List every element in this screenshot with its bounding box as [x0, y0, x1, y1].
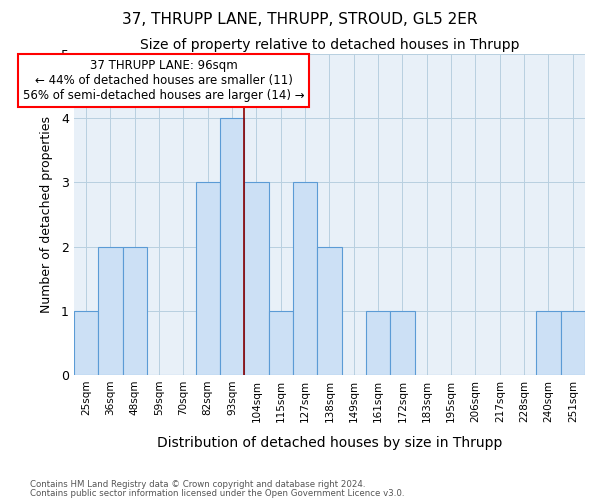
Text: 37 THRUPP LANE: 96sqm
← 44% of detached houses are smaller (11)
56% of semi-deta: 37 THRUPP LANE: 96sqm ← 44% of detached …	[23, 59, 305, 102]
Bar	[196, 182, 220, 375]
Bar	[74, 311, 98, 375]
Bar	[293, 182, 317, 375]
Bar	[244, 182, 269, 375]
Y-axis label: Number of detached properties: Number of detached properties	[40, 116, 53, 313]
Text: Contains HM Land Registry data © Crown copyright and database right 2024.: Contains HM Land Registry data © Crown c…	[30, 480, 365, 489]
Bar	[317, 246, 341, 375]
Bar	[269, 311, 293, 375]
Text: 37, THRUPP LANE, THRUPP, STROUD, GL5 2ER: 37, THRUPP LANE, THRUPP, STROUD, GL5 2ER	[122, 12, 478, 28]
Bar	[560, 311, 585, 375]
Bar	[366, 311, 390, 375]
Bar	[536, 311, 560, 375]
Bar	[98, 246, 122, 375]
Bar	[390, 311, 415, 375]
Text: Contains public sector information licensed under the Open Government Licence v3: Contains public sector information licen…	[30, 488, 404, 498]
Title: Size of property relative to detached houses in Thrupp: Size of property relative to detached ho…	[140, 38, 519, 52]
Bar	[220, 118, 244, 375]
Bar	[122, 246, 147, 375]
X-axis label: Distribution of detached houses by size in Thrupp: Distribution of detached houses by size …	[157, 436, 502, 450]
